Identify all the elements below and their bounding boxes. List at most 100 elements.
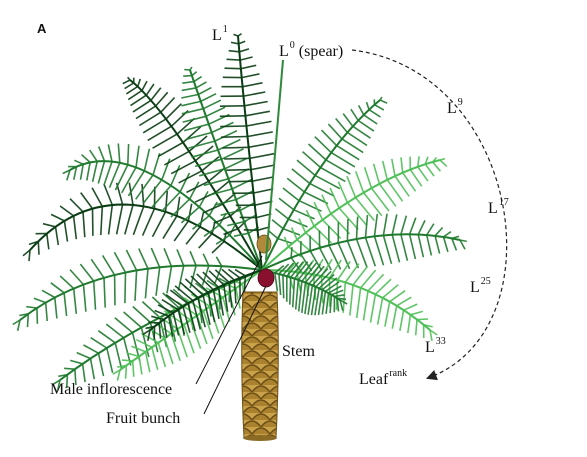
frond-leaflet (90, 258, 105, 279)
frond-leaflet (290, 261, 304, 278)
frond-leaflet (233, 280, 237, 304)
frond-leaflet (113, 251, 127, 273)
frond-leaflet (163, 337, 174, 365)
frond-leaflet (199, 211, 205, 227)
frond-leaflet (373, 213, 379, 237)
frond-leaflet (309, 250, 323, 271)
frond-leaflet (342, 282, 347, 313)
frond-leaflet (252, 176, 275, 182)
frond-leaflet (151, 211, 167, 238)
frond-leaflet (187, 203, 193, 222)
frond-leaflet (81, 154, 91, 163)
frond-leaflet (197, 297, 206, 328)
frond-leaflet (235, 288, 241, 309)
frond-leaflet (224, 67, 241, 70)
frond-leaflet (188, 140, 216, 149)
frond-leaflet (138, 248, 149, 270)
frond-leaflet (208, 188, 233, 196)
frond-leaflet (142, 118, 167, 134)
frond-leaflet (86, 162, 91, 181)
frond-leaflet (278, 263, 290, 275)
frond-leaflet (128, 182, 134, 206)
frond-leaflet (365, 101, 370, 110)
frond-leaflet (145, 325, 155, 330)
frond-leaflet (173, 220, 190, 242)
frond-leaflet (362, 192, 383, 217)
frond-leaflet (346, 218, 349, 241)
frond-leaflet (320, 129, 338, 147)
frond-leaflet (201, 156, 220, 172)
frond-leaflet (286, 261, 300, 277)
frond-leaflet (226, 168, 252, 171)
frond-leaflet (59, 205, 75, 217)
frond-leaflet (424, 163, 435, 177)
frond-leaflet (22, 249, 31, 257)
frond-leaflet (223, 284, 229, 312)
frond-leaflet (293, 261, 309, 280)
frond-leaflet (151, 315, 165, 321)
frond-leaflet (278, 197, 295, 211)
frond-leaflet (346, 131, 368, 147)
frond-leaflet (190, 293, 211, 308)
frond-leaflet (217, 138, 241, 151)
frond-leaflet (46, 233, 50, 250)
frond-leaflet (355, 216, 359, 240)
frond-leaflet (237, 33, 242, 37)
frond-leaflet (243, 229, 258, 232)
frond-leaflet (222, 146, 249, 149)
frond-leaflet (52, 379, 61, 386)
frond-leaflet (407, 314, 412, 334)
frond-leaflet (136, 338, 153, 349)
frond-leaflet (89, 358, 96, 380)
frond-leaflet (214, 269, 230, 283)
frond-leaflet (189, 319, 202, 349)
frond-leaflet (429, 329, 433, 342)
frond-leaflet (205, 106, 226, 118)
frond-leaflet (283, 236, 290, 248)
fruit-bunch-leader (203, 285, 267, 415)
frond-leaflet (124, 204, 134, 235)
frond-leaflet (227, 268, 241, 279)
frond-leaflet (338, 207, 359, 231)
frond-leaflet (373, 236, 385, 266)
frond-leaflet (74, 159, 84, 165)
leaf-label-l0-sup: 0 (289, 40, 295, 51)
frond-leaflet (459, 239, 466, 250)
frond-leaflet (400, 157, 404, 173)
frond-leaflet (198, 191, 209, 208)
frond-leaflet (170, 305, 191, 321)
leaf-rank-base: Leaf (359, 371, 389, 388)
frond-leaflet (124, 82, 135, 90)
frond-leaflet (181, 87, 197, 92)
frond-leaflet (177, 265, 185, 291)
frond-leaflet (12, 319, 21, 326)
frond-leaflet (207, 292, 216, 323)
frond-leaflet (308, 265, 325, 285)
frond-leaflet (341, 138, 364, 154)
frond-leaflet (162, 215, 178, 240)
frond-leaflet (367, 273, 385, 292)
frond-leaflet (268, 230, 279, 240)
frond-leaflet (202, 99, 222, 110)
frond-leaflet (198, 168, 226, 177)
frond-leaflet (90, 337, 108, 349)
frond-leaflet (100, 206, 104, 236)
frond-leaflet (91, 161, 98, 182)
frond-leaflet (208, 270, 225, 286)
frond-leaflet (197, 86, 212, 96)
frond-leaflet (278, 273, 282, 295)
frond-leaflet (164, 191, 169, 212)
frond-leaflet (89, 149, 98, 162)
frond-leaflet (191, 71, 198, 77)
frond-leaflet (220, 125, 247, 128)
frond-leaflet (336, 261, 351, 281)
frond-leaflet (138, 356, 143, 375)
frond-leaflet (400, 234, 409, 261)
frond-leaflet (402, 172, 417, 192)
frond-leaflet (246, 120, 272, 127)
frond-leaflet (368, 109, 381, 118)
frond-leaflet (19, 313, 29, 317)
frond-leaflet (334, 294, 345, 298)
frond-leaflet (69, 269, 85, 286)
frond-leaflet (83, 344, 99, 354)
